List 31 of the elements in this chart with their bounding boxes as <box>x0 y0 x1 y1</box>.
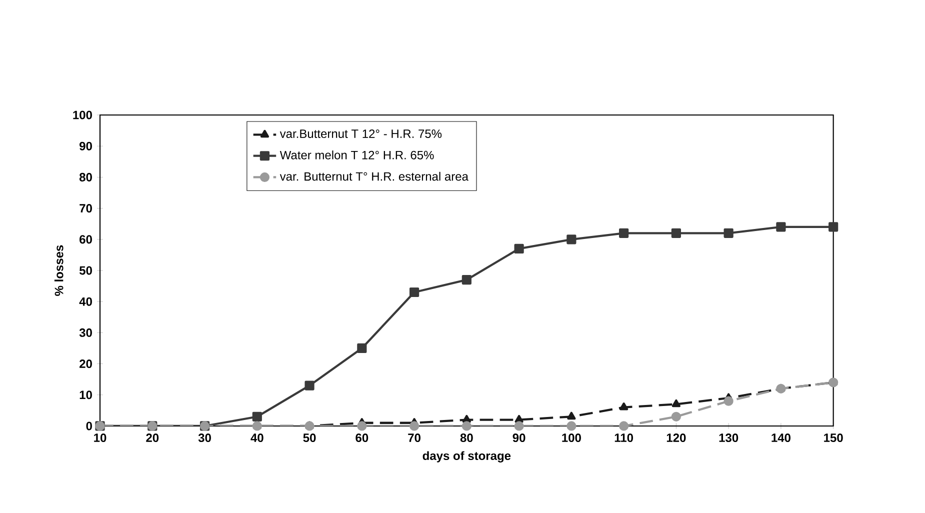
y-tick-label: 50 <box>79 266 92 275</box>
legend-label: Water melon T 12° H.R. 65% <box>280 150 434 160</box>
x-tick-label: 50 <box>303 434 316 442</box>
y-tick-label: 100 <box>73 110 92 120</box>
x-tick-label: 120 <box>666 434 686 442</box>
x-tick-label: 70 <box>408 434 420 442</box>
y-tick-label: 70 <box>80 204 92 213</box>
y-tick-label: 60 <box>80 235 92 244</box>
x-tick-label: 60 <box>356 434 368 442</box>
x-tick-label: 20 <box>146 434 159 442</box>
y-tick-label: 20 <box>80 360 92 368</box>
x-tick-label: 110 <box>614 434 634 442</box>
x-tick-label: 150 <box>824 434 843 442</box>
x-axis-title: days of storage <box>422 451 511 462</box>
legend-label: var.Butternut T 12° - H.R. 75% <box>280 129 442 138</box>
y-axis-title: % losses <box>54 245 64 296</box>
y-tick-label: 10 <box>80 390 92 400</box>
x-tick-label: 40 <box>250 434 264 442</box>
x-tick-label: 10 <box>94 434 106 442</box>
x-tick-label: 30 <box>198 434 211 442</box>
y-tick-label: 40 <box>79 297 92 306</box>
y-tick-label: 80 <box>79 172 92 182</box>
x-tick-label: 140 <box>772 434 790 442</box>
y-tick-label: 30 <box>79 328 92 337</box>
x-tick-label: 80 <box>460 434 473 442</box>
y-tick-label: 90 <box>80 142 92 150</box>
x-tick-label: 90 <box>512 434 526 442</box>
y-tick-label: 0 <box>86 422 92 430</box>
x-tick-label: 100 <box>562 434 581 442</box>
legend-label: var. Butternut T° H.R. esternal area <box>280 172 468 181</box>
x-tick-label: 130 <box>719 434 738 442</box>
